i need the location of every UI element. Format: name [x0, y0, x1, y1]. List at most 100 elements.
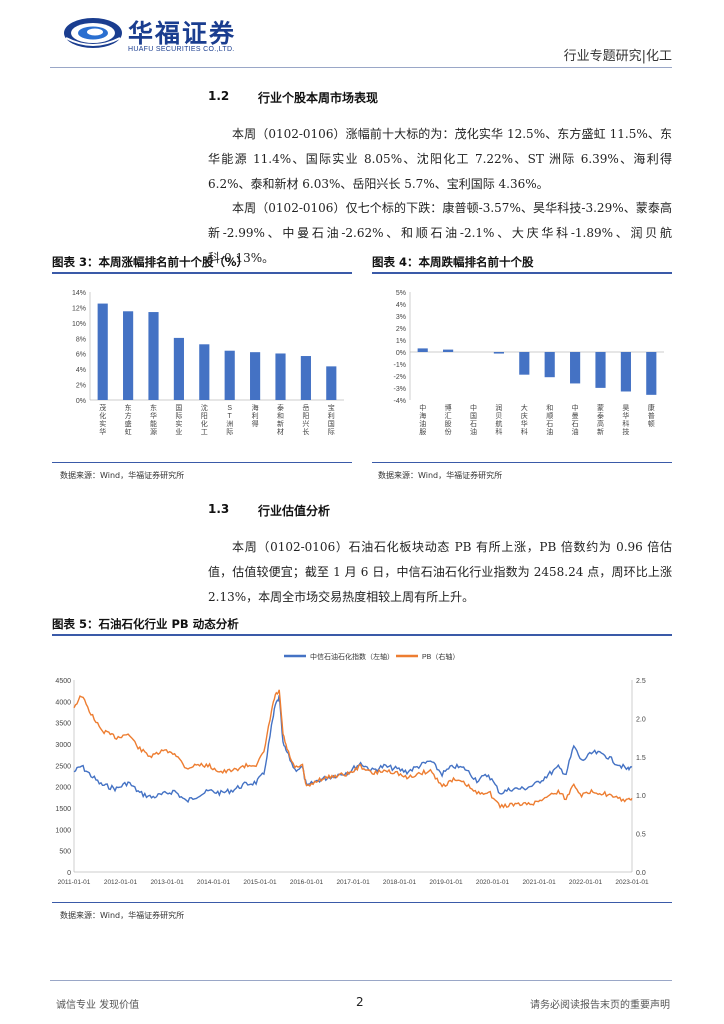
logo-en: HUAFU SECURITIES CO.,LTD.: [128, 46, 235, 53]
fig4-category-label: 博汇股份: [445, 403, 452, 436]
figure-4-source: 数据来源：Wind，华福证券研究所: [378, 471, 503, 480]
right-ytick-label: 0.5: [636, 832, 646, 839]
left-ytick-label: 3000: [55, 742, 71, 749]
fig4-ytick-label: 5%: [396, 290, 406, 297]
figure-5-rule: [52, 634, 672, 636]
legend-label-pb: PB（右轴）: [422, 652, 459, 661]
fig3-bar: [300, 356, 311, 400]
fig3-bar: [199, 344, 210, 400]
xtick-label: 2016-01-01: [290, 879, 324, 886]
fig3-category-label: 茂化实华: [99, 403, 106, 436]
page-number: 2: [356, 995, 364, 1009]
paragraph-top-gainers: 本周（0102-0106）涨幅前十大标的为：茂化实华 12.5%、东方盛虹 11…: [208, 127, 672, 191]
figure-3-bottom-rule: [52, 462, 352, 463]
xtick-label: 2014-01-01: [197, 879, 231, 886]
figure-5-line-chart: 中信石油石化指数（左轴） PB（右轴） 0 500 1000 1500 2000 2500 30…: [55, 652, 649, 886]
left-ytick-label: 1000: [55, 827, 71, 834]
left-ytick-label: 3500: [55, 721, 71, 728]
figure-4-bottom-rule: [372, 462, 672, 463]
fig4-category-label: 大庆华科: [521, 403, 528, 436]
footer-slogan: 诚信专业 发现价值: [56, 1000, 140, 1011]
fig4-ytick-label: -3%: [394, 386, 406, 393]
fig4-category-label: 蒙泰高新: [597, 403, 604, 436]
fig4-bar: [519, 352, 530, 375]
left-ytick-label: 4500: [55, 678, 71, 685]
legend-label-index: 中信石油石化指数（左轴）: [310, 652, 394, 661]
right-ytick-label: 1.0: [636, 793, 646, 800]
left-ytick-label: 0: [67, 870, 71, 877]
fig3-ytick-label: 12%: [72, 305, 86, 312]
fig4-ytick-label: 1%: [396, 338, 406, 345]
fig4-bar: [620, 352, 631, 392]
figure-4-bar-chart: -4% -3% -2% -1% 0% 1% 2% 3% 4% 5% 中海油服 博汇股份 中国石油 润贝航科…: [394, 290, 664, 436]
section-title-1-3: 行业估值分析: [258, 504, 331, 518]
fig3-category-label: 泰和新材: [277, 403, 284, 436]
xtick-label: 2015-01-01: [243, 879, 277, 886]
fig3-bar: [148, 312, 159, 400]
fig3-category-label: 国际实业: [175, 404, 182, 436]
fig4-bar: [570, 352, 581, 384]
fig4-bar: [544, 352, 555, 378]
figure-3-source: 数据来源：Wind，华福证券研究所: [60, 471, 185, 480]
fig3-ytick-label: 4%: [76, 367, 86, 374]
fig3-category-label: 宝利国际: [328, 403, 335, 436]
fig4-bar: [595, 352, 606, 388]
fig3-category-label: 东方盛虹: [125, 403, 132, 436]
left-ytick-label: 2000: [55, 785, 71, 792]
right-ytick-label: 0.0: [636, 870, 646, 877]
xtick-label: 2021-01-01: [522, 879, 556, 886]
fig3-bar: [224, 350, 235, 400]
fig4-category-label: 中国石油: [470, 403, 477, 436]
fig3-ytick-label: 2%: [76, 383, 86, 390]
fig4-bar: [443, 349, 454, 352]
fig4-category-label: 康普顿: [648, 403, 655, 428]
section-title-1-2: 行业个股本周市场表现: [258, 91, 379, 105]
left-ytick-label: 2500: [55, 763, 71, 770]
fig4-category-label: 中海油服: [419, 403, 426, 436]
fig3-ytick-label: 6%: [76, 352, 86, 359]
fig4-ytick-label: 3%: [396, 314, 406, 321]
figure-5-source: 数据来源：Wind，华福证券研究所: [60, 911, 185, 920]
xtick-label: 2017-01-01: [336, 879, 370, 886]
fig4-category-label: 和顺石油: [546, 403, 553, 436]
fig3-bar: [275, 353, 286, 400]
paragraph-decliners: 本周（0102-0106）仅七个标的下跌：康普顿-3.57%、昊华科技-3.29…: [208, 201, 672, 265]
fig3-category-label: 沈阳化工: [201, 403, 208, 436]
xtick-label: 2023-01-01: [615, 879, 649, 886]
fig3-bar: [250, 352, 261, 400]
fig4-ytick-label: -4%: [394, 398, 406, 405]
xtick-label: 2022-01-01: [569, 879, 603, 886]
left-ytick-label: 500: [59, 849, 71, 856]
xtick-label: 2013-01-01: [150, 879, 184, 886]
footer-rule: [50, 980, 672, 981]
figure-5-title: 图表 5：石油石化行业 PB 动态分析: [52, 617, 239, 631]
xtick-label: 2019-01-01: [429, 879, 463, 886]
figure-3-rule: [52, 272, 352, 274]
xtick-label: 2018-01-01: [383, 879, 417, 886]
report-category: 行业专题研究|化工: [563, 49, 672, 64]
section-number-1-2: 1.2: [208, 89, 230, 103]
series-line-index: [73, 695, 633, 804]
fig3-category-label: S T 洲际: [226, 405, 233, 436]
fig4-ytick-label: -2%: [394, 374, 406, 381]
left-ytick-label: 4000: [55, 699, 71, 706]
fig3-bar: [173, 337, 184, 400]
huafu-logo-icon: [64, 18, 122, 48]
fig4-ytick-label: -1%: [394, 362, 406, 369]
header-rule: [50, 67, 672, 68]
fig4-ytick-label: 4%: [396, 302, 406, 309]
figure-4-title: 图表 4：本周跌幅排名前十个股: [372, 255, 534, 269]
left-ytick-label: 1500: [55, 806, 71, 813]
fig3-category-label: 岳阳兴长: [302, 404, 309, 436]
footer-disclaimer: 请务必阅读报告末页的重要声明: [530, 1000, 670, 1011]
fig3-category-label: 海利得: [252, 403, 259, 428]
fig3-ytick-label: 10%: [72, 321, 86, 328]
paragraph-valuation: 本周（0102-0106）石油石化板块动态 PB 有所上涨，PB 倍数约为 0.…: [208, 540, 672, 604]
section-number-1-3: 1.3: [208, 502, 230, 516]
right-ytick-label: 2.5: [636, 678, 646, 685]
fig4-category-label: 中曼石油: [572, 403, 579, 436]
fig4-ytick-label: 0%: [396, 350, 406, 357]
xtick-label: 2012-01-01: [104, 879, 138, 886]
xtick-label: 2011-01-01: [58, 879, 91, 886]
fig4-category-label: 昊华科技: [622, 404, 629, 436]
